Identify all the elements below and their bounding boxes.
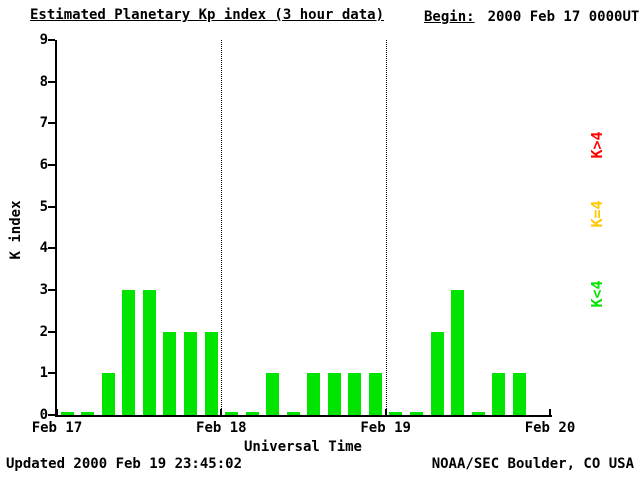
kp-bar [81, 412, 95, 415]
legend-k-greater-than-4: K>4 [588, 131, 606, 159]
kp-bar [101, 373, 115, 415]
kp-bar [409, 412, 423, 415]
x-tick-label: Feb 19 [360, 420, 411, 436]
x-tick-label: Feb 17 [31, 420, 83, 436]
kp-bar [266, 373, 280, 415]
begin-value: 2000 Feb 17 0000UT [487, 9, 640, 25]
y-tick-mark [48, 289, 55, 291]
kp-bar [368, 373, 382, 415]
credit-text: NOAA/SEC Boulder, CO USA [431, 456, 634, 472]
y-tick-mark [48, 205, 55, 208]
y-axis-label: K index [8, 200, 24, 260]
kp-bar [492, 373, 506, 415]
kp-bar [60, 412, 74, 415]
y-tick-mark [48, 39, 55, 41]
y-tick-label: 7 [39, 115, 48, 132]
kp-bar [307, 373, 321, 415]
x-tick-mark [384, 409, 387, 415]
kp-bar [142, 290, 156, 415]
kp-bar [122, 290, 136, 415]
x-axis-line [55, 415, 552, 417]
plot-area [57, 40, 550, 415]
y-tick-label: 4 [39, 240, 48, 257]
kp-bar [348, 373, 362, 415]
y-axis-line [55, 40, 57, 417]
kp-bar [512, 373, 526, 415]
y-tick-label: 3 [39, 282, 48, 298]
y-tick-mark [48, 122, 55, 125]
x-axis-label: Universal Time [243, 439, 362, 455]
y-tick-label: 2 [39, 323, 48, 340]
y-tick-label: 8 [39, 73, 48, 90]
y-tick-label: 5 [39, 198, 48, 215]
kp-bar [286, 412, 300, 415]
chart-title: Estimated Planetary Kp index (3 hour dat… [30, 7, 385, 23]
y-tick-label: 9 [39, 32, 48, 48]
x-tick-label: Feb 20 [524, 420, 576, 436]
kp-bar [163, 331, 177, 415]
y-tick-label: 1 [39, 365, 48, 382]
y-tick-mark [48, 414, 55, 416]
y-tick-mark [48, 372, 55, 375]
y-tick-mark [48, 247, 55, 250]
day-boundary-gridline [385, 40, 387, 415]
y-tick-mark [48, 164, 55, 166]
x-tick-mark [220, 409, 223, 415]
y-tick-mark [48, 330, 55, 333]
day-boundary-gridline [221, 40, 223, 415]
kp-bar [184, 331, 198, 415]
y-tick-mark [48, 80, 55, 83]
kp-bar [245, 412, 259, 415]
begin-timestamp: Begin: 2000 Feb 17 0000UT [424, 9, 639, 25]
begin-label: Begin: [424, 9, 475, 25]
kp-bar [451, 290, 465, 415]
kp-bar [225, 412, 239, 415]
kp-bar [430, 331, 444, 415]
kp-bar [471, 412, 485, 415]
kp-bar [327, 373, 341, 415]
legend-k-equals-4: K=4 [588, 200, 606, 228]
legend-k-less-than-4: K<4 [588, 280, 606, 308]
kp-bar [389, 412, 403, 415]
updated-timestamp: Updated 2000 Feb 19 23:45:02 [6, 456, 243, 472]
kp-bar [204, 331, 218, 415]
y-tick-label: 0 [39, 407, 48, 423]
y-tick-label: 6 [39, 157, 48, 173]
x-tick-mark [56, 409, 58, 415]
x-tick-mark [549, 409, 551, 415]
x-tick-label: Feb 18 [196, 420, 247, 436]
